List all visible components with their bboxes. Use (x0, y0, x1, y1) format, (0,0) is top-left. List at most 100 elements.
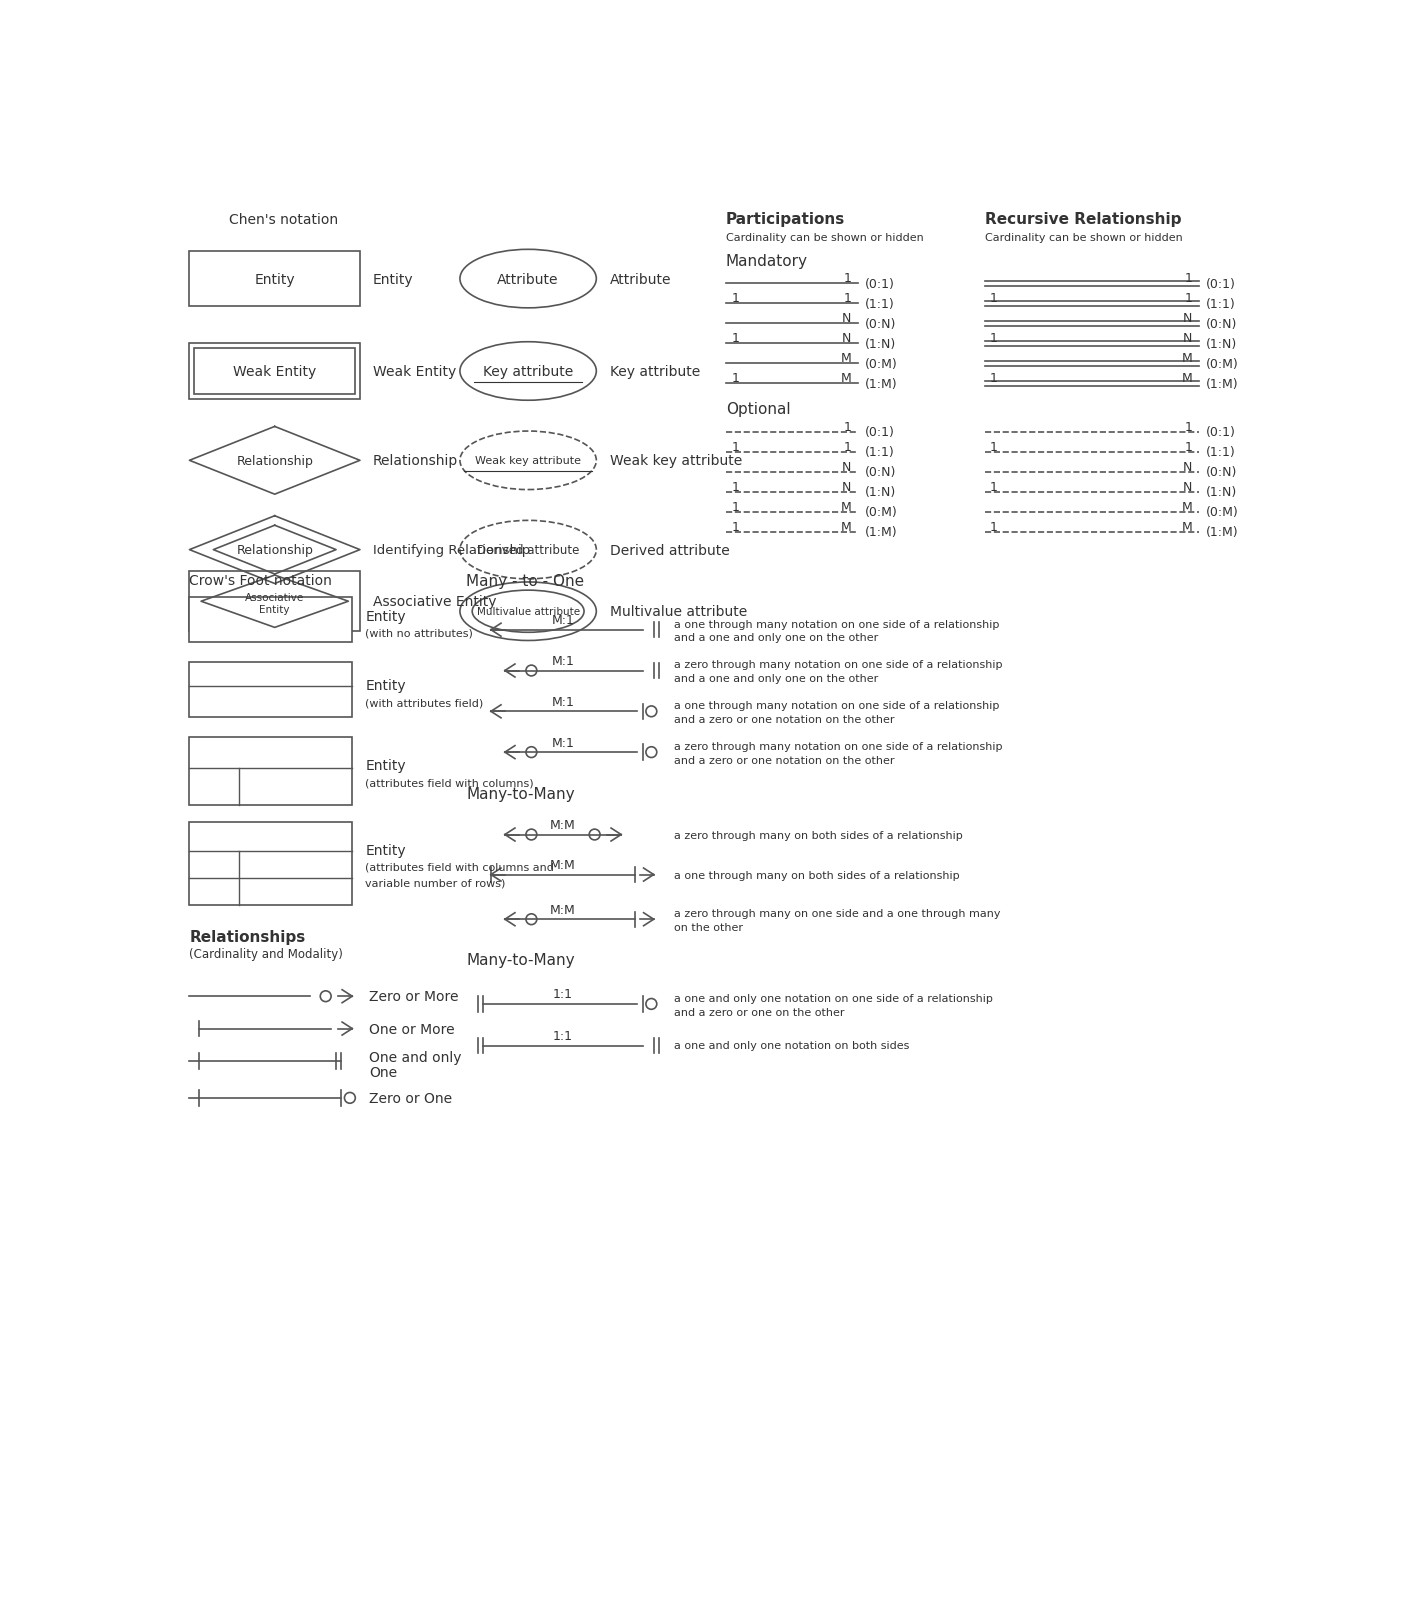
Text: (0:N): (0:N) (865, 466, 897, 479)
Text: 1: 1 (844, 292, 851, 305)
Text: Multivalue attribute: Multivalue attribute (609, 605, 747, 618)
Bar (190, 597, 352, 643)
Text: N: N (1184, 333, 1192, 346)
Text: Entity: Entity (365, 758, 406, 773)
Text: and a zero or one notation on the other: and a zero or one notation on the other (674, 714, 894, 724)
Text: 1: 1 (1185, 420, 1192, 433)
Text: Entity: Entity (254, 273, 295, 286)
Text: 1:1: 1:1 (553, 1029, 573, 1042)
Text: N: N (1184, 312, 1192, 325)
Text: Cardinality can be shown or hidden: Cardinality can be shown or hidden (726, 232, 924, 243)
Text: (1:N): (1:N) (1206, 338, 1237, 351)
Text: N: N (842, 480, 851, 493)
Text: M: M (841, 500, 851, 514)
Text: variable number of rows): variable number of rows) (365, 878, 505, 888)
Ellipse shape (461, 250, 597, 308)
Text: Associative Entity: Associative Entity (373, 596, 497, 609)
Text: (1:M): (1:M) (865, 526, 899, 539)
Text: 1: 1 (731, 372, 740, 385)
Text: One or More: One or More (369, 1022, 455, 1035)
Text: 1: 1 (990, 333, 997, 346)
Text: a one through many notation on one side of a relationship: a one through many notation on one side … (674, 701, 1000, 711)
Text: and a zero or one notation on the other: and a zero or one notation on the other (674, 755, 894, 766)
Text: Weak key attribute: Weak key attribute (609, 454, 741, 467)
Text: Identifying Relationship: Identifying Relationship (373, 544, 531, 557)
Text: (1:N): (1:N) (865, 338, 897, 351)
Ellipse shape (461, 432, 597, 490)
Text: Relationship: Relationship (236, 454, 313, 467)
Text: (attributes field with columns): (attributes field with columns) (365, 777, 534, 787)
Text: 1: 1 (844, 420, 851, 433)
Text: Optional: Optional (726, 403, 790, 417)
Text: One and only: One and only (369, 1050, 462, 1065)
Text: 1: 1 (990, 292, 997, 305)
Text: N: N (1184, 480, 1192, 493)
Text: Relationship: Relationship (236, 544, 313, 557)
Text: (0:N): (0:N) (865, 318, 897, 331)
Text: 1: 1 (990, 521, 997, 534)
Text: (1:1): (1:1) (865, 446, 894, 459)
Text: Many-to-Many: Many-to-Many (466, 787, 574, 802)
Text: 1: 1 (990, 480, 997, 493)
Text: (Cardinality and Modality): (Cardinality and Modality) (190, 946, 344, 961)
Text: Key attribute: Key attribute (609, 365, 699, 378)
Text: and a one and only one on the other: and a one and only one on the other (674, 633, 878, 643)
Text: M:M: M:M (550, 818, 576, 831)
Text: M: M (1182, 500, 1192, 514)
Text: M: M (841, 352, 851, 365)
Text: (1:N): (1:N) (1206, 485, 1237, 498)
Text: (1:1): (1:1) (1206, 297, 1236, 310)
Text: Entity: Entity (365, 610, 406, 623)
Text: (1:1): (1:1) (865, 297, 894, 310)
Bar (190, 571, 359, 631)
Text: (0:1): (0:1) (1206, 427, 1236, 440)
Text: N: N (842, 333, 851, 346)
Text: N: N (842, 312, 851, 325)
Text: Entity: Entity (260, 604, 291, 615)
Text: (0:M): (0:M) (865, 506, 899, 519)
Text: a one and only one notation on one side of a relationship: a one and only one notation on one side … (674, 993, 993, 1003)
Bar (190, 662, 352, 717)
Text: M: M (1182, 352, 1192, 365)
Text: Derived attribute: Derived attribute (609, 544, 729, 557)
Text: Weak key attribute: Weak key attribute (475, 456, 581, 466)
Bar (190, 823, 352, 906)
Text: (0:N): (0:N) (1206, 466, 1237, 479)
Text: (1:M): (1:M) (865, 378, 899, 391)
Text: M: M (1182, 372, 1192, 385)
Bar (190, 738, 352, 805)
Bar (190, 344, 359, 399)
Ellipse shape (461, 521, 597, 579)
Ellipse shape (472, 591, 584, 633)
Text: Weak Entity: Weak Entity (373, 365, 456, 378)
Text: N: N (1184, 461, 1192, 474)
Text: 1: 1 (990, 372, 997, 385)
Text: a one through many notation on one side of a relationship: a one through many notation on one side … (674, 618, 1000, 630)
Text: (0:N): (0:N) (1206, 318, 1237, 331)
Text: (0:1): (0:1) (865, 427, 896, 440)
Text: Participations: Participations (726, 213, 845, 227)
Text: (0:1): (0:1) (865, 278, 896, 291)
Text: and a zero or one on the other: and a zero or one on the other (674, 1006, 844, 1018)
Text: Entity: Entity (365, 844, 406, 857)
Text: M:M: M:M (550, 859, 576, 872)
Text: a zero through many on both sides of a relationship: a zero through many on both sides of a r… (674, 829, 963, 841)
Text: 1: 1 (1185, 292, 1192, 305)
Text: Crow's Foot notation: Crow's Foot notation (190, 575, 333, 588)
Text: 1: 1 (1185, 441, 1192, 454)
Text: (with attributes field): (with attributes field) (365, 698, 483, 708)
Text: Key attribute: Key attribute (483, 365, 573, 378)
Text: M:M: M:M (550, 902, 576, 915)
Text: (1:M): (1:M) (1206, 378, 1238, 391)
Text: a zero through many on one side and a one through many: a zero through many on one side and a on… (674, 909, 1000, 919)
Text: (0:M): (0:M) (865, 357, 899, 370)
Text: (1:N): (1:N) (865, 485, 897, 498)
Text: (1:1): (1:1) (1206, 446, 1236, 459)
Text: 1: 1 (844, 441, 851, 454)
Text: Entity: Entity (365, 678, 406, 693)
Text: M:1: M:1 (552, 613, 574, 626)
Text: M:1: M:1 (552, 654, 574, 667)
Text: 1: 1 (731, 333, 740, 346)
Text: Many - to - One: Many - to - One (466, 573, 584, 589)
Text: M:1: M:1 (552, 737, 574, 750)
